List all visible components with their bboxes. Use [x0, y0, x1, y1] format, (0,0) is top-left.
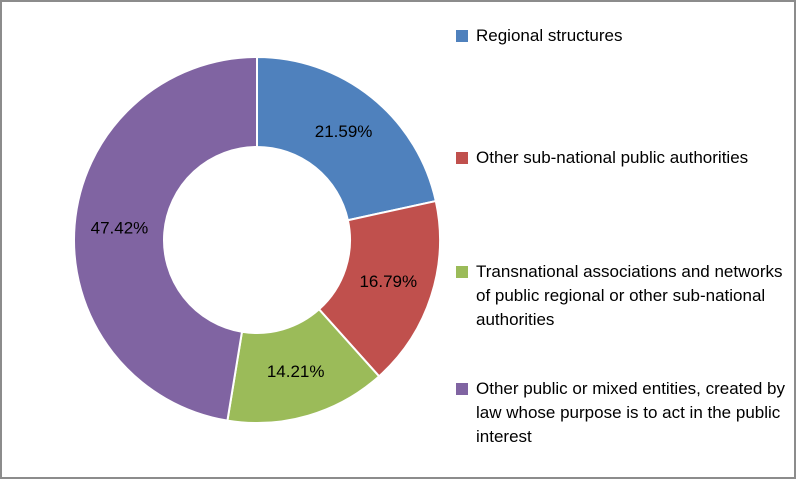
legend-item: Regional structures [456, 24, 786, 48]
data-label: 47.42% [91, 218, 149, 237]
donut-slice [73, 55, 258, 422]
data-label: 16.79% [359, 272, 417, 291]
legend-swatch [456, 266, 468, 278]
legend-swatch [456, 383, 468, 395]
donut-slice [317, 199, 441, 378]
legend-label: Other sub-national public authorities [476, 148, 749, 167]
legend-swatch [456, 152, 468, 164]
legend-label: Transnational associations and networks … [476, 262, 783, 329]
legend-swatch [456, 30, 468, 42]
data-label: 14.21% [267, 362, 325, 381]
donut-plot: 21.59% 16.79% 14.21% 47.42% [73, 55, 441, 424]
data-label: 21.59% [315, 122, 373, 141]
legend-item: Other public or mixed entities, created … [456, 377, 786, 449]
legend-label: Other public or mixed entities, created … [476, 379, 785, 446]
legend-item: Other sub-national public authorities [456, 146, 786, 170]
legend-item: Transnational associations and networks … [456, 260, 786, 332]
donut-slice [256, 55, 438, 222]
legend-label: Regional structures [476, 26, 623, 45]
